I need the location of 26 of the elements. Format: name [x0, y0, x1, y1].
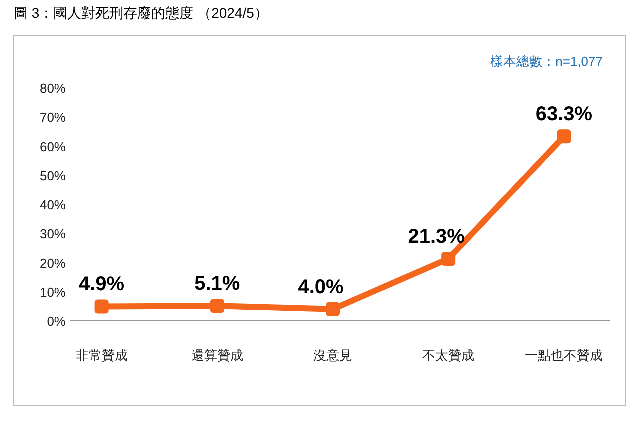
- y-tick-label: 0%: [47, 314, 66, 329]
- point: [210, 299, 224, 314]
- y-tick-label: 80%: [40, 81, 66, 96]
- point: [326, 302, 340, 316]
- y-tick-label: 20%: [40, 256, 66, 271]
- y-tick-label: 50%: [40, 168, 66, 184]
- y-tick-label: 70%: [40, 110, 66, 126]
- x-tick-label: 不太贊成: [422, 348, 475, 363]
- data-label: 63.3%: [536, 104, 593, 126]
- point: [442, 252, 456, 266]
- y-tick-label: 30%: [40, 226, 66, 242]
- x-tick-label: 還算贊成: [191, 348, 244, 363]
- data-label: 4.9%: [79, 274, 125, 296]
- y-tick-label: 60%: [40, 139, 66, 154]
- x-tick-label: 非常贊成: [76, 348, 128, 363]
- point: [94, 300, 109, 314]
- chart-title: 圖 3：國人對死刑存廢的態度 （2024/5）: [14, 5, 268, 21]
- x-tick-label: 沒意見: [314, 348, 352, 363]
- x-tick-label: 一點也不贊成: [525, 348, 604, 363]
- data-label: 21.3%: [408, 226, 466, 248]
- data-label: 4.0%: [298, 276, 344, 298]
- text: 樣本總數：n=1,077: [490, 54, 603, 69]
- y-tick-label: 40%: [40, 198, 66, 212]
- y-tick-label: 10%: [40, 284, 66, 300]
- point: [557, 130, 572, 144]
- data-label: 5.1%: [194, 273, 240, 296]
